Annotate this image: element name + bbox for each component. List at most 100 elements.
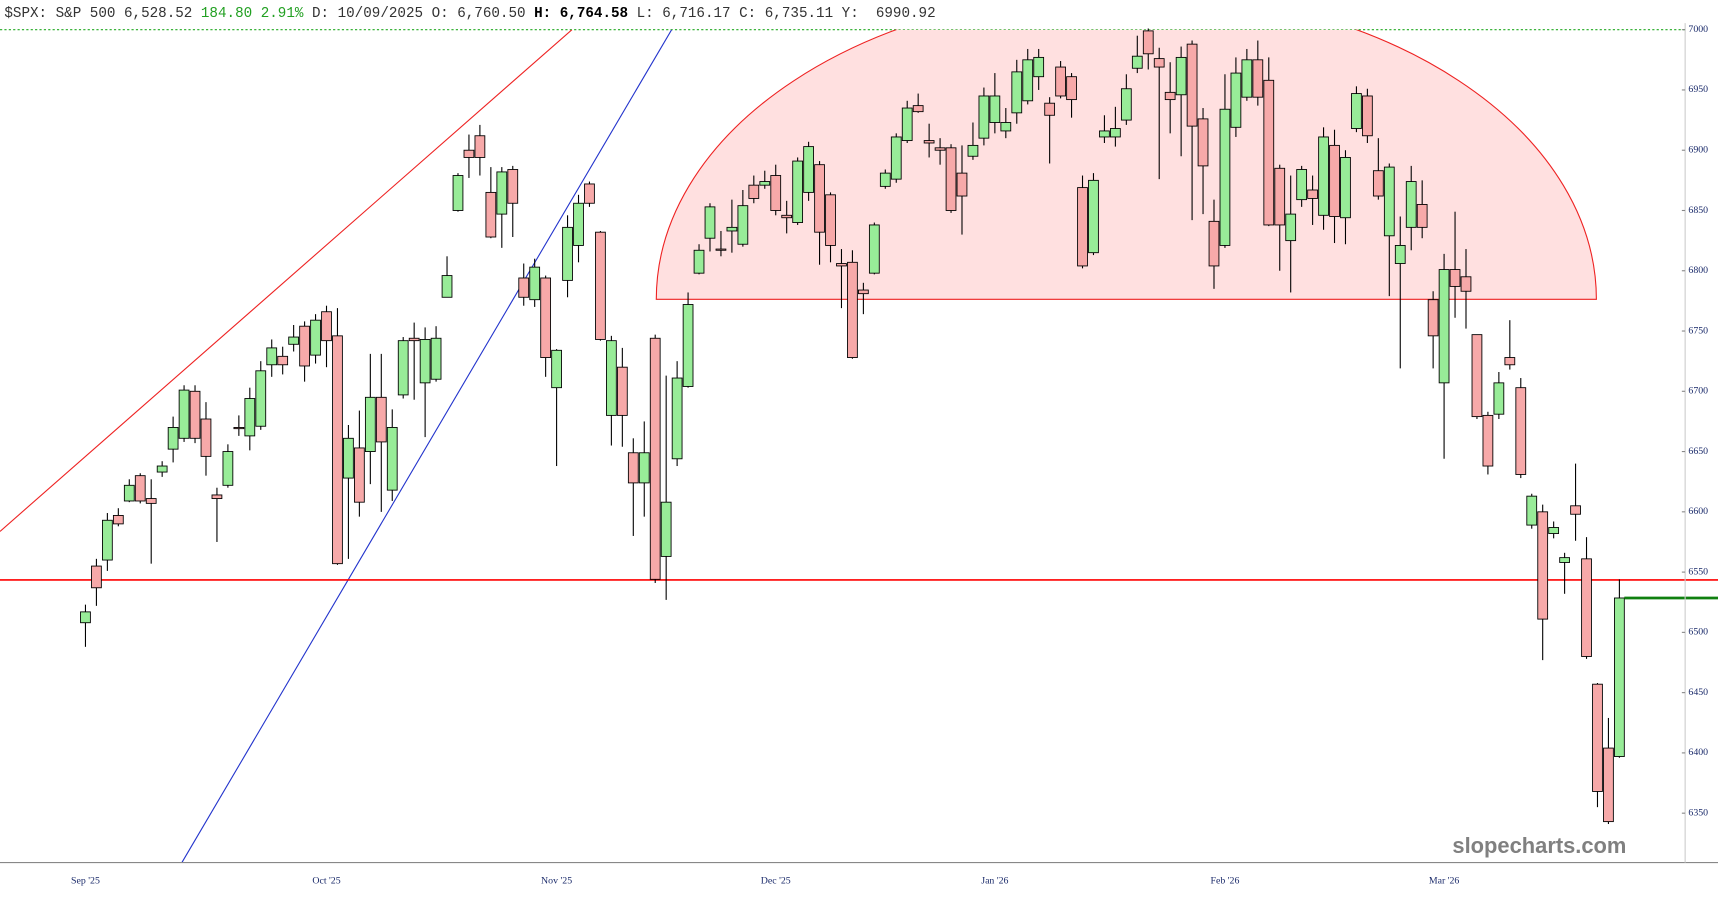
candle-body bbox=[890, 136, 902, 180]
candle-body bbox=[759, 181, 771, 186]
candle-body bbox=[277, 355, 289, 366]
candle-body bbox=[1164, 91, 1176, 101]
candle-body bbox=[1175, 56, 1187, 96]
candle-body bbox=[836, 263, 847, 267]
candle-body bbox=[1614, 597, 1625, 757]
candle-body bbox=[671, 377, 683, 460]
candle-body bbox=[255, 370, 267, 427]
candle-body bbox=[1482, 414, 1494, 467]
candle-body bbox=[781, 214, 793, 219]
candles bbox=[0, 28, 1718, 825]
candle-body bbox=[858, 289, 869, 295]
x-tick-label: Jan '26 bbox=[981, 876, 1008, 887]
candle-body bbox=[737, 205, 749, 245]
candle-body bbox=[343, 437, 354, 479]
candle-body bbox=[1340, 157, 1351, 219]
candle-body bbox=[595, 231, 606, 340]
x-tick-label: Feb '26 bbox=[1211, 876, 1240, 887]
candle-body bbox=[989, 95, 1001, 123]
y-tick-label: 6750 bbox=[1688, 325, 1708, 336]
y-tick-label: 6900 bbox=[1688, 144, 1708, 155]
candle-body bbox=[102, 519, 113, 561]
candle-body bbox=[134, 475, 146, 502]
candle-body bbox=[1219, 108, 1231, 246]
candle-body bbox=[1559, 557, 1570, 563]
candle-body bbox=[1581, 558, 1592, 657]
candle-body bbox=[1296, 169, 1308, 201]
candle-body bbox=[1285, 213, 1297, 242]
candle-body bbox=[485, 191, 497, 238]
candle-body bbox=[923, 140, 935, 144]
candle-body bbox=[1120, 88, 1132, 121]
candle-body bbox=[1307, 189, 1318, 199]
candle-body bbox=[649, 337, 661, 580]
candle-body bbox=[1329, 144, 1340, 217]
candle-body bbox=[375, 396, 387, 443]
candle-body bbox=[1022, 59, 1034, 102]
y-tick-label: 6950 bbox=[1688, 84, 1708, 95]
candle-body bbox=[288, 336, 300, 345]
candle-body bbox=[1077, 187, 1088, 267]
candle-body bbox=[1603, 747, 1614, 823]
candle-body bbox=[1372, 170, 1384, 197]
candle-body bbox=[693, 249, 705, 274]
candle-body bbox=[1000, 122, 1012, 132]
candle-body bbox=[1044, 102, 1056, 116]
x-tick-label: Sep '25 bbox=[71, 876, 100, 887]
candle-body bbox=[879, 172, 891, 187]
candle-body bbox=[266, 347, 278, 366]
y-tick-label: 7000 bbox=[1688, 24, 1708, 35]
candle-body bbox=[715, 248, 727, 251]
candle-body bbox=[606, 340, 617, 416]
candle-body bbox=[419, 339, 431, 384]
candle-body bbox=[1394, 245, 1406, 264]
candle-body bbox=[91, 565, 102, 589]
y-tick-label: 6800 bbox=[1688, 265, 1708, 276]
candle-body bbox=[627, 452, 639, 484]
candle-body bbox=[573, 202, 584, 246]
symbol: $SPX: S&P 500 bbox=[4, 6, 115, 22]
candle-body bbox=[792, 160, 804, 223]
candle-body bbox=[1066, 76, 1077, 101]
candle-body bbox=[1449, 269, 1461, 287]
candle-body bbox=[616, 366, 628, 416]
header: $SPX: S&P 500 6,528.52 184.80 2.91% D: 1… bbox=[4, 6, 935, 22]
candle-body bbox=[1230, 72, 1242, 128]
y-tick-label: 6600 bbox=[1688, 506, 1708, 517]
candle-body bbox=[551, 349, 562, 389]
prev: Y: 6990.92 bbox=[842, 6, 936, 22]
candle-body bbox=[1405, 181, 1417, 228]
candle-body bbox=[408, 337, 420, 342]
candle-body bbox=[112, 515, 124, 525]
x-tick-label: Oct '25 bbox=[312, 876, 340, 887]
candle-body bbox=[1383, 166, 1395, 237]
candle-body bbox=[967, 144, 979, 157]
y-tick-label: 6350 bbox=[1688, 807, 1708, 818]
candle-body bbox=[1570, 505, 1581, 515]
last: 6,528.52 bbox=[124, 6, 192, 22]
candle-body bbox=[310, 319, 321, 356]
open: O: 6,760.50 bbox=[432, 6, 526, 22]
close: C: 6,735.11 bbox=[739, 6, 833, 22]
candle-body bbox=[803, 146, 814, 193]
candle-body bbox=[1515, 387, 1527, 475]
candle-body bbox=[200, 418, 212, 457]
candle-body bbox=[956, 172, 968, 197]
red-trendline bbox=[0, 29, 573, 532]
y-tick-label: 6700 bbox=[1688, 386, 1708, 397]
x-tick-label: Dec '25 bbox=[761, 876, 791, 887]
candle-body bbox=[1471, 334, 1483, 418]
candle-body bbox=[770, 175, 782, 211]
candle-body bbox=[1088, 179, 1099, 254]
candle-body bbox=[1252, 59, 1264, 98]
candle-body bbox=[167, 427, 179, 450]
candle-body bbox=[660, 501, 672, 557]
y-tick-label: 6650 bbox=[1688, 446, 1708, 457]
candle-body bbox=[332, 335, 343, 565]
candle-body bbox=[463, 149, 475, 158]
candle-body bbox=[1197, 118, 1209, 167]
candle-body bbox=[638, 452, 650, 484]
candle-body bbox=[364, 396, 376, 453]
candle-body bbox=[1592, 683, 1603, 792]
